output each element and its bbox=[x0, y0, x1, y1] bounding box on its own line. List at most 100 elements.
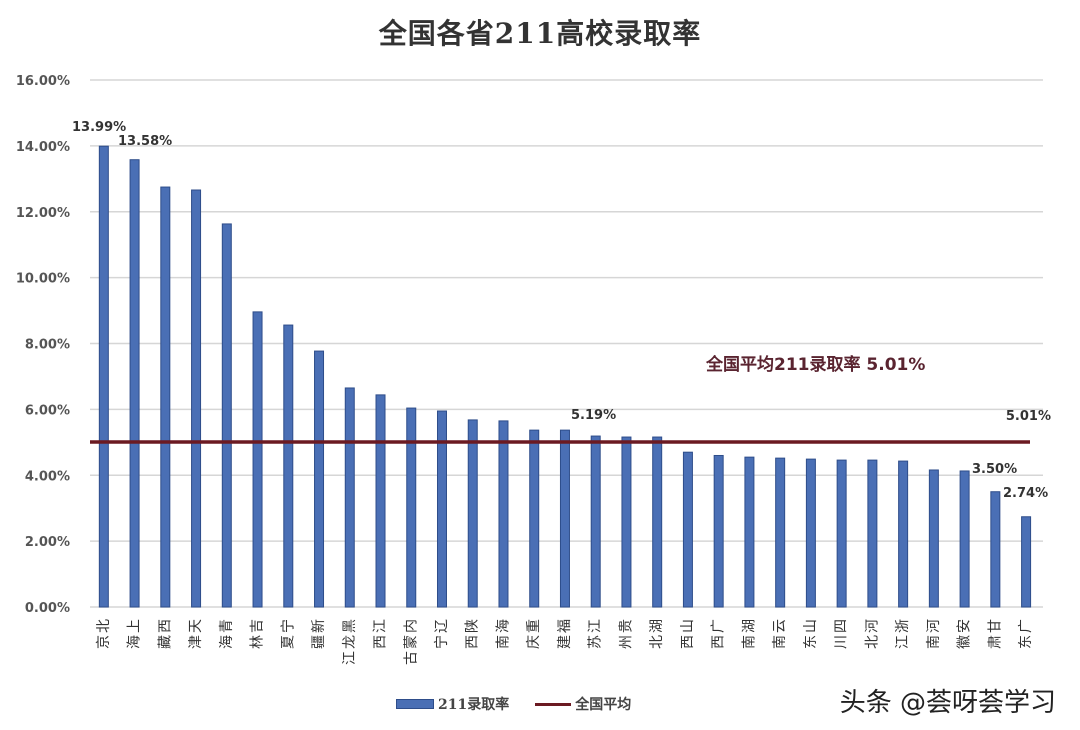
y-tick-label: 4.00% bbox=[25, 469, 70, 484]
bar bbox=[836, 459, 847, 608]
legend: 211录取率 全国平均 bbox=[396, 694, 631, 714]
data-label: 13.99% bbox=[72, 120, 126, 135]
watermark: 头条 @荟呀荟学习 bbox=[839, 688, 1056, 718]
x-tick-label: 北 bbox=[649, 635, 665, 649]
x-tick-label: 海 bbox=[219, 635, 235, 649]
x-tick-label: 湖 bbox=[649, 619, 665, 633]
data-label: 3.50% bbox=[972, 462, 1017, 477]
bar bbox=[436, 410, 447, 608]
x-tick-label: 庆 bbox=[526, 635, 542, 649]
x-tick-label: 藏 bbox=[157, 635, 173, 649]
x-tick-label: 津 bbox=[188, 635, 204, 649]
data-label: 5.19% bbox=[571, 408, 616, 423]
x-tick-label: 西 bbox=[157, 619, 173, 633]
bar bbox=[928, 469, 939, 608]
x-tick-label: 西 bbox=[373, 635, 389, 649]
average-annotation: 全国平均211录取率 5.01% bbox=[705, 354, 925, 375]
x-tick-label: 黑 bbox=[342, 619, 358, 633]
y-tick-label: 2.00% bbox=[25, 535, 70, 550]
bar bbox=[283, 324, 294, 608]
x-tick-label: 龙 bbox=[342, 635, 358, 649]
data-label: 5.01% bbox=[1006, 409, 1051, 424]
chart-title: 全国各省211高校录取率 bbox=[378, 17, 702, 50]
data-label: 13.58% bbox=[118, 134, 172, 149]
x-tick-label: 天 bbox=[188, 619, 204, 633]
bar bbox=[682, 451, 693, 608]
x-tick-label: 山 bbox=[803, 619, 819, 633]
x-tick-label: 广 bbox=[1018, 619, 1034, 633]
bar bbox=[1021, 516, 1032, 608]
bar bbox=[191, 189, 202, 608]
y-tick-label: 14.00% bbox=[16, 140, 70, 155]
x-tick-label: 疆 bbox=[311, 635, 327, 649]
x-tick-label: 南 bbox=[926, 635, 942, 649]
bar bbox=[344, 387, 355, 608]
x-tick-label: 西 bbox=[465, 635, 481, 649]
x-tick-label: 广 bbox=[711, 619, 727, 633]
x-tick-label: 州 bbox=[618, 635, 634, 649]
x-tick-label: 南 bbox=[495, 635, 511, 649]
x-tick-label: 新 bbox=[311, 619, 327, 633]
legend-line-swatch bbox=[535, 702, 572, 706]
x-tick-label: 夏 bbox=[280, 635, 296, 649]
bar bbox=[252, 311, 263, 608]
y-tick-label: 0.00% bbox=[25, 601, 70, 616]
bar bbox=[744, 456, 755, 608]
bar bbox=[375, 394, 386, 608]
x-tick-label: 辽 bbox=[434, 619, 450, 633]
x-tick-label: 肃 bbox=[987, 635, 1003, 649]
bar bbox=[805, 458, 816, 608]
bar bbox=[959, 470, 970, 608]
bar bbox=[160, 186, 171, 608]
data-label: 2.74% bbox=[1003, 486, 1048, 501]
bar bbox=[775, 457, 786, 608]
bar bbox=[467, 419, 478, 608]
x-tick-label: 江 bbox=[373, 619, 389, 633]
bar bbox=[898, 460, 909, 608]
x-tick-label: 吉 bbox=[250, 619, 266, 633]
x-tick-label: 河 bbox=[864, 619, 880, 633]
legend-label-rate: 211录取率 bbox=[438, 697, 510, 713]
bar bbox=[529, 429, 540, 608]
x-tick-label: 浙 bbox=[895, 619, 911, 633]
x-tick-label: 东 bbox=[803, 635, 819, 649]
x-tick-label: 宁 bbox=[433, 635, 450, 649]
legend-item-average: 全国平均 bbox=[535, 694, 631, 714]
x-tick-label: 林 bbox=[250, 635, 266, 649]
bar bbox=[129, 159, 140, 608]
bar bbox=[406, 407, 417, 608]
bar bbox=[990, 491, 1001, 608]
x-tick-label: 上 bbox=[127, 619, 143, 633]
x-tick-label: 徽 bbox=[957, 635, 973, 649]
x-tick-label: 青 bbox=[219, 619, 235, 633]
bar bbox=[713, 454, 724, 608]
x-tick-label: 京 bbox=[96, 635, 112, 649]
legend-item-rate: 211录取率 bbox=[396, 694, 509, 714]
x-tick-label: 福 bbox=[557, 619, 573, 633]
y-tick-label: 6.00% bbox=[25, 403, 70, 418]
legend-label-average: 全国平均 bbox=[575, 697, 632, 713]
x-tick-label: 安 bbox=[957, 619, 973, 633]
y-tick-label: 16.00% bbox=[16, 74, 70, 89]
x-tick-label: 江 bbox=[588, 619, 604, 633]
bar bbox=[498, 420, 509, 608]
bar bbox=[590, 435, 601, 608]
x-tick-label: 山 bbox=[680, 619, 696, 633]
x-tick-label: 江 bbox=[342, 651, 358, 665]
x-tick-label: 北 bbox=[96, 619, 112, 633]
x-tick-label: 云 bbox=[772, 619, 788, 633]
x-tick-label: 西 bbox=[711, 635, 727, 649]
x-tick-label: 内 bbox=[403, 619, 419, 633]
legend-bar-swatch bbox=[396, 699, 434, 709]
x-tick-label: 苏 bbox=[588, 635, 604, 649]
x-tick-label: 陕 bbox=[465, 619, 481, 633]
y-tick-label: 8.00% bbox=[25, 338, 70, 353]
bar bbox=[652, 436, 663, 608]
x-tick-label: 南 bbox=[741, 635, 757, 649]
x-tick-label: 古 bbox=[403, 651, 419, 665]
x-tick-label: 建 bbox=[557, 635, 573, 649]
x-tick-label: 四 bbox=[834, 619, 850, 633]
x-tick-label: 重 bbox=[526, 619, 542, 633]
x-tick-label: 贵 bbox=[618, 619, 634, 633]
